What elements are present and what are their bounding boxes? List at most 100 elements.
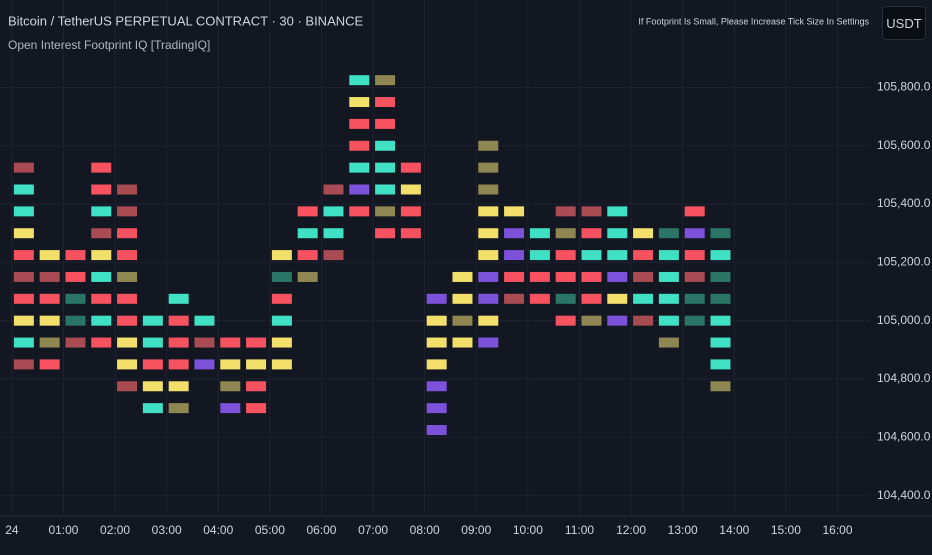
footprint-cell [91,315,112,326]
footprint-cell [13,250,34,261]
footprint-cell [220,337,241,348]
currency-button[interactable]: USDT [882,6,926,40]
footprint-cell [684,228,705,239]
footprint-cell [658,250,679,261]
footprint-cell [555,250,576,261]
footprint-cell [349,162,370,173]
footprint-cell [658,228,679,239]
footprint-cell [607,228,628,239]
footprint-cell [13,184,34,195]
footprint-cell [117,337,138,348]
x-tick-label: 16:00 [822,523,852,537]
footprint-cell [633,293,654,304]
y-tick-label: 104,400.0 [877,488,931,502]
footprint-cell [375,75,396,86]
footprint-cell [194,337,215,348]
y-tick-label: 104,800.0 [877,371,931,385]
footprint-cell [658,271,679,282]
footprint-cell [349,97,370,108]
footprint-cell [375,228,396,239]
footprint-cell [710,381,731,392]
footprint-cell [684,250,705,261]
footprint-cell [529,228,550,239]
footprint-cell [39,359,60,370]
y-tick-label: 105,000.0 [877,313,931,327]
footprint-cell [504,293,525,304]
footprint-cell [478,206,499,217]
footprint-cell [349,118,370,129]
footprint-cell [633,271,654,282]
symbol-title: Bitcoin / TetherUS PERPETUAL CONTRACT · … [8,13,364,28]
footprint-cell [39,271,60,282]
x-tick-label: 12:00 [616,523,646,537]
footprint-cell [555,271,576,282]
footprint-cell [117,228,138,239]
footprint-cell [581,315,602,326]
x-tick-label: 08:00 [410,523,440,537]
footprint-cell [168,359,189,370]
footprint-cell [684,293,705,304]
y-tick-label: 105,400.0 [877,196,931,210]
footprint-cell [323,250,344,261]
footprint-cell [323,206,344,217]
footprint-cell [426,403,447,414]
footprint-cell [65,271,86,282]
footprint-cell [13,271,34,282]
footprint-cell [633,250,654,261]
footprint-cell [39,337,60,348]
footprint-cell [271,293,292,304]
footprint-cell [684,271,705,282]
x-tick-label: 10:00 [513,523,543,537]
footprint-cell [529,250,550,261]
footprint-cell [194,359,215,370]
footprint-cell [117,293,138,304]
footprint-cell [168,293,189,304]
footprint-cell [13,206,34,217]
footprint-cell [452,315,473,326]
footprint-cell [117,359,138,370]
footprint-cell [375,184,396,195]
footprint-cell [246,403,267,414]
footprint-cell [349,75,370,86]
footprint-cell [39,250,60,261]
footprint-cell [117,184,138,195]
footprint-cell [658,293,679,304]
footprint-cell [375,206,396,217]
footprint-cell [220,403,241,414]
footprint-cell [65,293,86,304]
footprint-cell [684,315,705,326]
footprint-cell [13,359,34,370]
footprint-cell [555,206,576,217]
footprint-cell [271,250,292,261]
x-tick-label: 11:00 [565,523,594,537]
footprint-cell [117,381,138,392]
footprint-cell [504,271,525,282]
footprint-cell [117,250,138,261]
footprint-cell [91,228,112,239]
footprint-cell [168,381,189,392]
footprint-cell [323,228,344,239]
footprint-cell [478,162,499,173]
footprint-cell [478,271,499,282]
footprint-cell [220,381,241,392]
y-tick-label: 105,800.0 [877,80,931,94]
footprint-cell [478,228,499,239]
x-tick-label: 01:00 [48,523,78,537]
notice: If Footprint Is Small, Please Increase T… [638,16,869,26]
footprint-cell [400,184,421,195]
footprint-cell [426,337,447,348]
footprint-cell [142,403,163,414]
footprint-cell [65,315,86,326]
footprint-cell [658,315,679,326]
footprint-cell [271,271,292,282]
footprint-cell [271,315,292,326]
footprint-cell [323,184,344,195]
footprint-cell [581,293,602,304]
footprint-cell [297,271,318,282]
footprint-cell [581,250,602,261]
footprint-cell [658,337,679,348]
footprint-cell [607,206,628,217]
footprint-cell [633,228,654,239]
y-tick-label: 105,600.0 [877,138,931,152]
